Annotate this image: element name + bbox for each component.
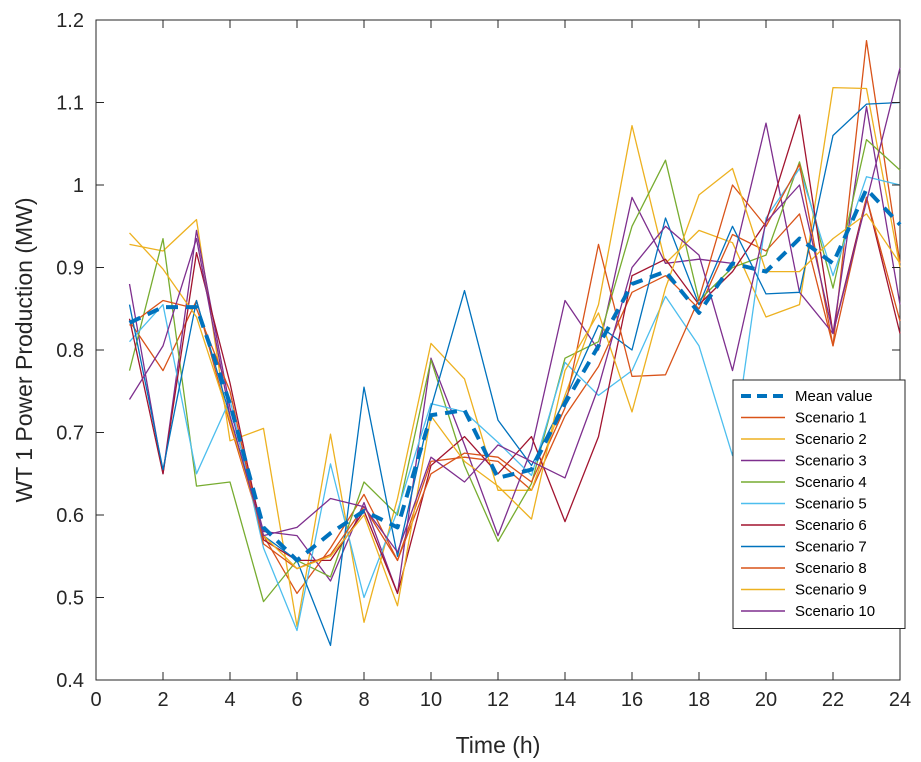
x-tick-label: 20 (755, 689, 777, 711)
series-line-scenario-2 (129, 86, 901, 628)
y-tick-label: 0.5 (56, 588, 84, 610)
legend-label: Scenario 6 (795, 517, 867, 534)
legend-label: Scenario 3 (795, 453, 867, 470)
x-tick-label: 6 (291, 689, 302, 711)
series-line-scenario-5 (129, 167, 901, 632)
x-tick-label: 8 (358, 689, 369, 711)
y-tick-label: 1.1 (56, 93, 84, 115)
y-tick-label: 0.8 (56, 340, 84, 362)
legend-label: Scenario 9 (795, 582, 867, 599)
legend-label: Scenario 10 (795, 603, 875, 620)
x-tick-label: 14 (554, 689, 576, 711)
legend-label: Scenario 5 (795, 496, 867, 513)
x-tick-label: 0 (90, 689, 101, 711)
x-tick-label: 18 (688, 689, 710, 711)
legend-label: Scenario 8 (795, 560, 867, 577)
x-tick-label: 22 (822, 689, 844, 711)
legend-label: Mean value (795, 388, 873, 405)
x-tick-label: 10 (420, 689, 442, 711)
series-line-scenario-4 (128, 138, 901, 603)
y-tick-label: 0.9 (56, 258, 84, 280)
series-line-mean-value (128, 187, 902, 563)
y-tick-label: 1.2 (56, 10, 84, 32)
legend-label: Scenario 1 (795, 410, 867, 427)
x-tick-label: 2 (157, 689, 168, 711)
y-tick-label: 0.4 (56, 670, 84, 692)
x-tick-label: 24 (889, 689, 911, 711)
legend-label: Scenario 7 (795, 539, 867, 556)
axis-ticks: 0 2 4 6 8 10 12 14 16 18 20 22 240.40.50.60.70.80.91… (56, 10, 911, 711)
y-tick-label: 0.7 (56, 423, 84, 445)
legend-label: Scenario 4 (795, 474, 867, 491)
y-tick-label: 0.6 (56, 505, 84, 527)
legend-label: Scenario 2 (795, 431, 867, 448)
series-layer (128, 39, 902, 647)
y-tick-label: 1 (73, 175, 84, 197)
x-axis-title: Time (h) (456, 732, 541, 758)
x-tick-label: 16 (621, 689, 643, 711)
x-tick-label: 12 (487, 689, 509, 711)
legend: Mean value Scenario 1 Scenario 2 Scenario 3… (732, 379, 906, 629)
y-axis-title: WT 1 Power Production (MW) (11, 197, 37, 502)
x-tick-label: 4 (224, 689, 235, 711)
series-line-scenario-10 (128, 67, 901, 553)
